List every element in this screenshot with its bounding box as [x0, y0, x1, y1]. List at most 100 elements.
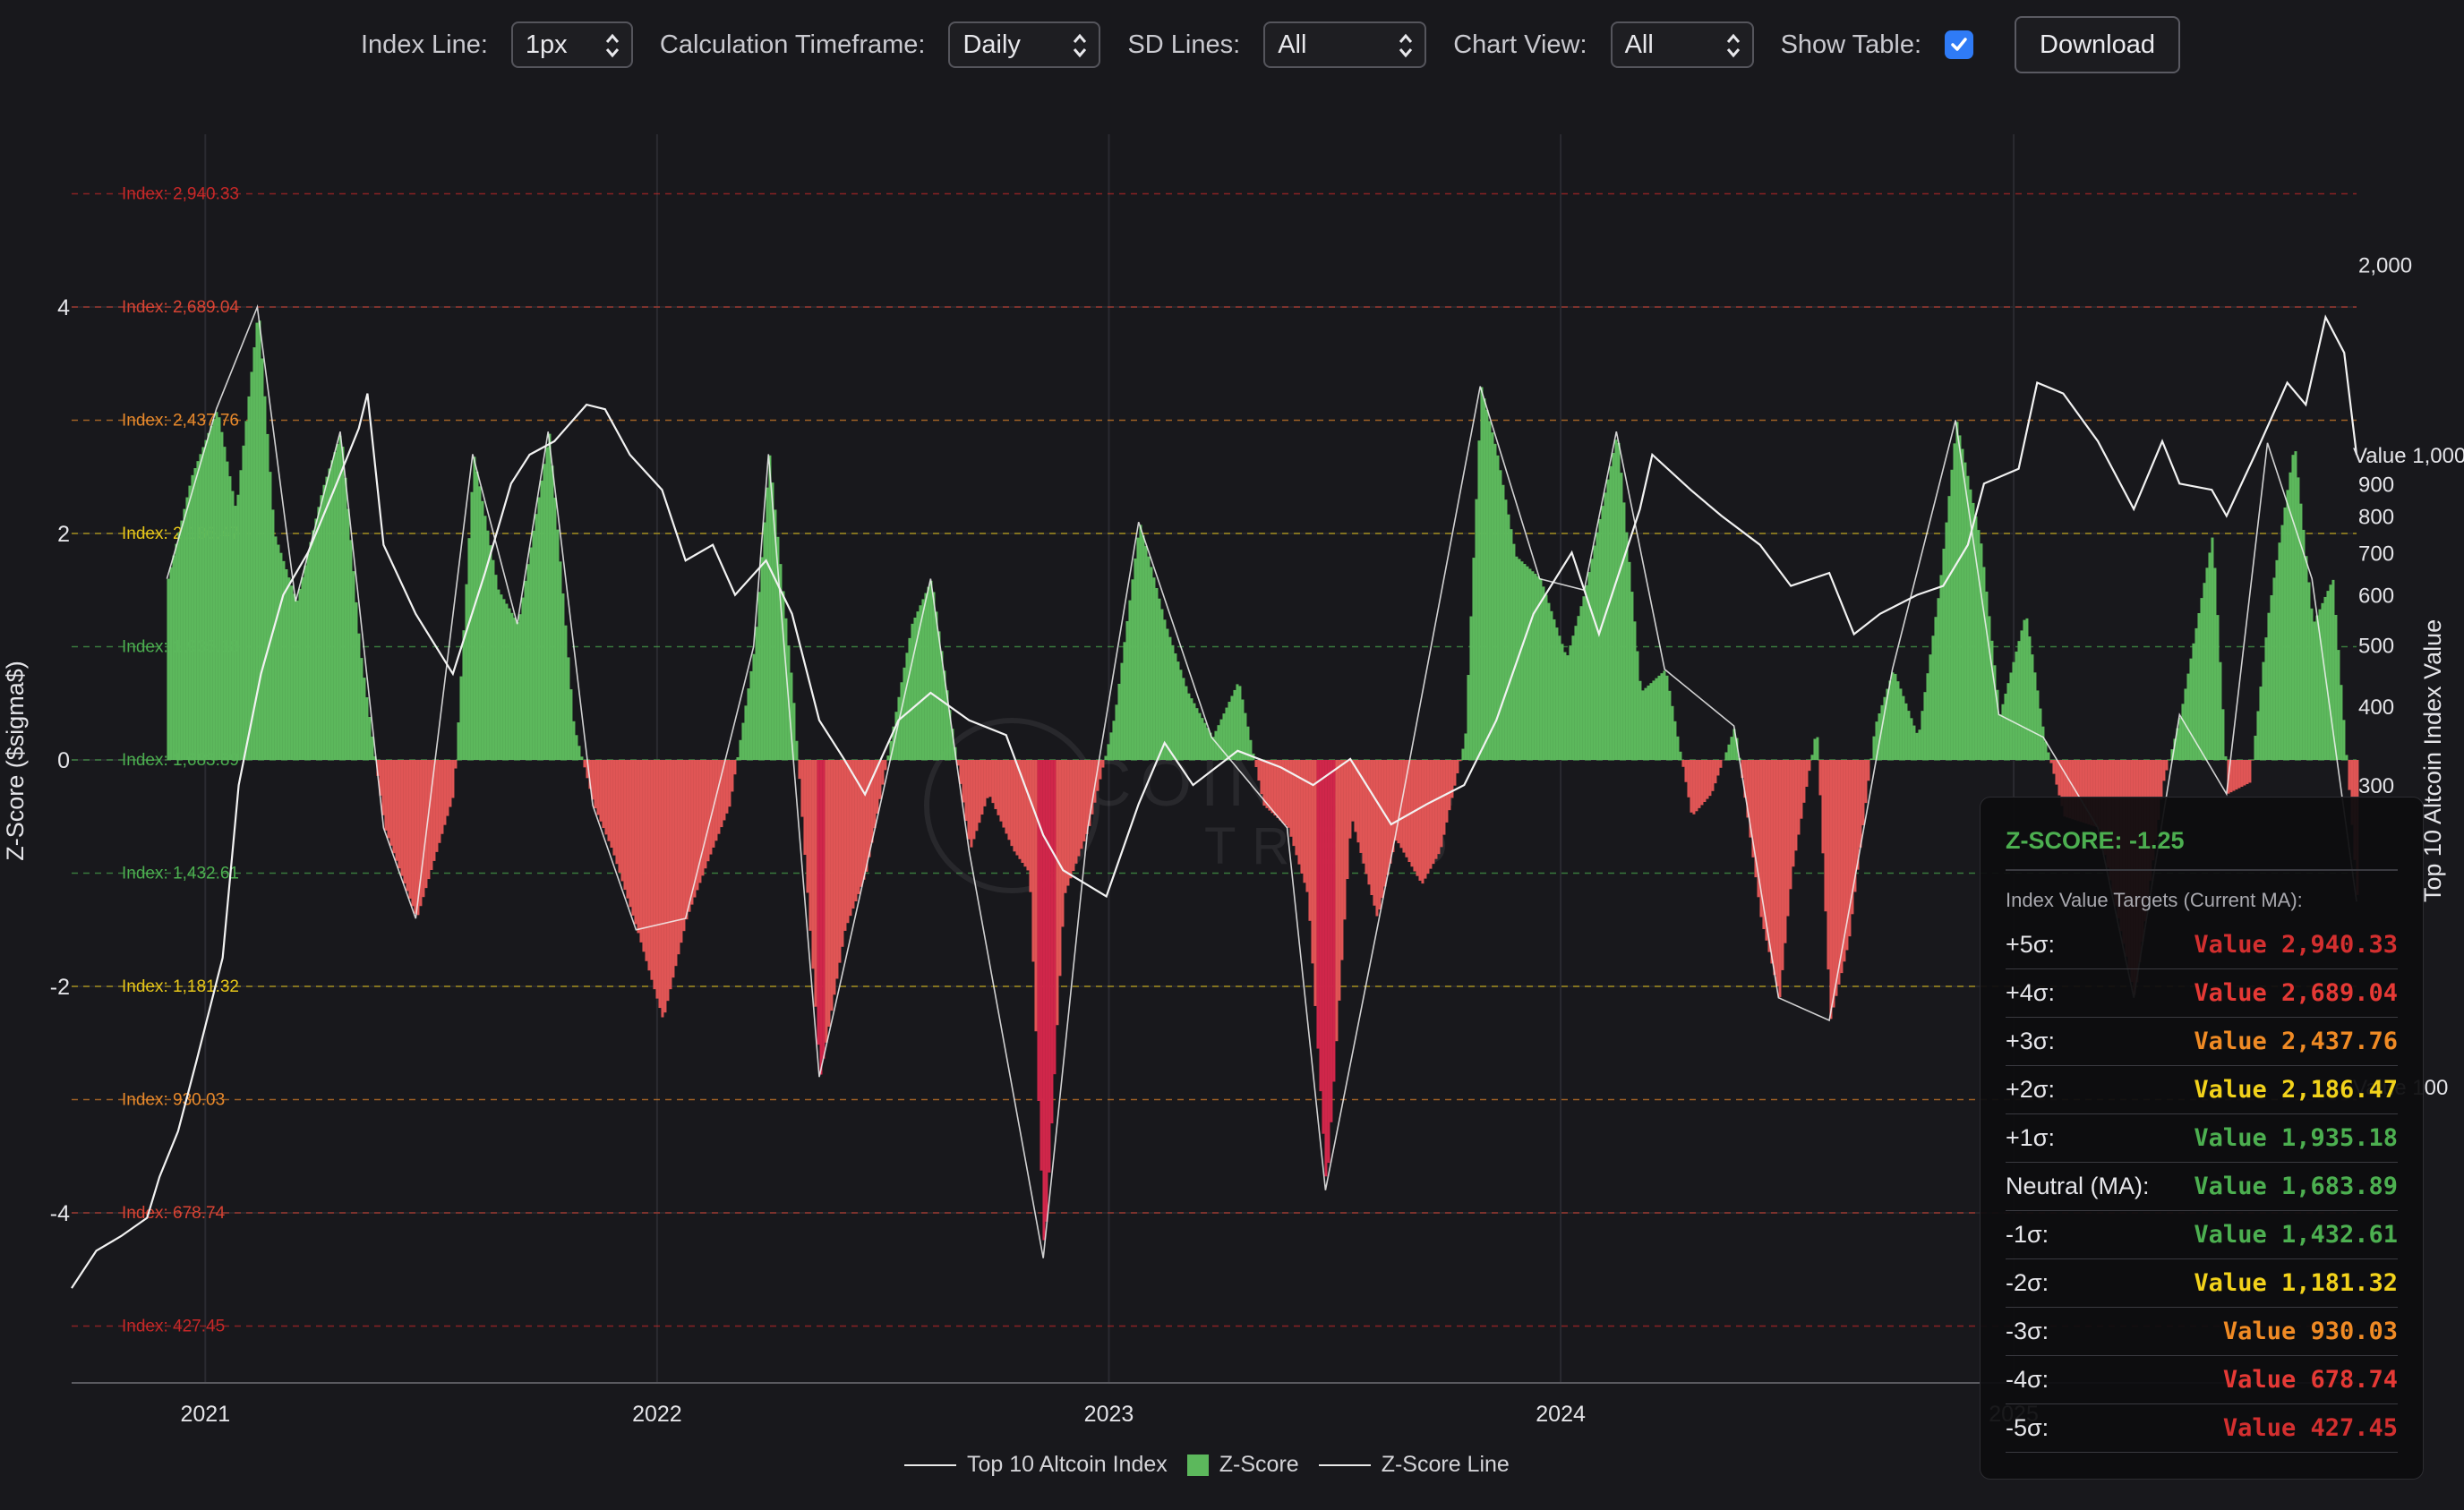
zscore-bar: [849, 760, 852, 917]
zscore-bar: [1633, 621, 1637, 760]
zscore-bar: [991, 760, 995, 804]
zscore-bar: [1091, 760, 1094, 815]
zscore-bar: [572, 721, 576, 760]
zscore-bar: [1201, 718, 1204, 760]
legend-label: Z-Score Line: [1381, 1452, 1510, 1477]
zscore-bar: [2009, 672, 2013, 760]
sd-lines-select[interactable]: All: [1263, 21, 1427, 68]
zscore-bar: [1219, 719, 1223, 760]
tooltip-row: +1σ: Value 1,935.18: [2006, 1113, 2398, 1163]
zscore-bar: [988, 760, 992, 798]
zscore-bar: [1700, 760, 1704, 806]
zscore-bar: [561, 593, 565, 760]
zscore-bar: [1918, 729, 1921, 760]
download-button[interactable]: Download: [2015, 16, 2181, 73]
zscore-bar: [653, 760, 656, 990]
legend-item-index[interactable]: Top 10 Altcoin Index: [904, 1452, 1168, 1478]
tooltip-row-value: Value 1,935.18: [2194, 1123, 2398, 1152]
zscore-bar: [2291, 455, 2295, 760]
zscore-bar: [1579, 606, 1583, 760]
zscore-bar: [1867, 760, 1870, 781]
zscore-bar: [1053, 760, 1057, 1075]
zscore-bar: [1950, 469, 1954, 760]
chart-view-select[interactable]: All: [1610, 21, 1754, 68]
zscore-bar: [1354, 760, 1357, 832]
zscore-bar: [2259, 687, 2263, 760]
zscore-bar: [1488, 421, 1492, 760]
zscore-bar: [1066, 760, 1070, 886]
zscore-bar: [723, 760, 726, 821]
zscore-bar: [1872, 736, 1876, 760]
zscore-bar: [1703, 760, 1707, 803]
zscore-bar: [1391, 760, 1395, 853]
zscore-bar: [1652, 680, 1656, 760]
sd-line-label: Index: 1,432.61: [122, 865, 239, 883]
zscore-bar: [1773, 760, 1776, 976]
zscore-bar: [835, 760, 839, 979]
zscore-bar: [779, 564, 783, 760]
zscore-bar: [1031, 760, 1035, 962]
zscore-bar: [1453, 760, 1457, 786]
zscore-bar: [1937, 598, 1940, 760]
zscore-bar: [1152, 577, 1156, 760]
zscore-bar: [709, 760, 713, 855]
zscore-bar: [500, 594, 503, 760]
zscore-bar: [2017, 641, 2021, 760]
zscore-bar: [731, 760, 734, 792]
zscore-bar: [2165, 760, 2169, 771]
zscore-bar: [1502, 484, 1505, 760]
zscore-bar: [964, 760, 968, 822]
zscore-bar: [642, 760, 646, 952]
zscore-bar: [2232, 760, 2236, 791]
zscore-bar: [1888, 680, 1892, 760]
zscore-bar: [2278, 542, 2281, 760]
zscore-bar: [2345, 755, 2348, 760]
zscore-bar: [1254, 760, 1258, 767]
index-line-select[interactable]: 1px: [510, 21, 633, 68]
zscore-bar: [803, 760, 807, 856]
zscore-bar: [1217, 725, 1220, 760]
zscore-bar: [2092, 760, 2096, 827]
timeframe-select[interactable]: Daily: [948, 21, 1101, 68]
zscore-bar: [360, 658, 364, 760]
zscore-bar: [446, 760, 449, 816]
zscore-bar: [274, 536, 278, 760]
zscore-bar: [1193, 703, 1196, 760]
zscore-bar: [535, 514, 538, 760]
controls-bar: Index Line: 1px Calculation Timeframe: D…: [361, 16, 2181, 73]
tooltip-row-label: Neutral (MA):: [2006, 1172, 2150, 1199]
zscore-bar: [594, 760, 597, 809]
zscore-bar: [1426, 760, 1430, 874]
zscore-bar: [2289, 472, 2292, 760]
zscore-bar: [696, 760, 699, 891]
zscore-bar: [900, 682, 903, 760]
zscore-bar: [1042, 760, 1046, 1241]
zscore-bar: [422, 760, 425, 898]
zscore-bar: [1749, 760, 1752, 838]
legend-item-zscore-line[interactable]: Z-Score Line: [1318, 1452, 1510, 1478]
legend-item-zscore[interactable]: Z-Score: [1186, 1452, 1299, 1478]
zscore-bar: [1735, 738, 1739, 760]
zscore-bar: [1166, 628, 1169, 760]
zscore-bar: [449, 760, 452, 807]
zscore-bar: [1088, 760, 1091, 826]
y2-tick-label: 700: [2358, 542, 2394, 566]
zscore-bar: [1056, 760, 1059, 1026]
tooltip-row-value: Value 1,181.32: [2194, 1268, 2398, 1297]
zscore-bar: [355, 601, 358, 760]
watermark-logo-icon: [924, 718, 1099, 893]
zscore-bar: [1418, 760, 1422, 881]
zscore-bar: [1128, 600, 1132, 760]
zscore-bar: [1550, 610, 1553, 760]
zscore-bar: [2157, 760, 2160, 820]
show-table-checkbox[interactable]: [1945, 30, 1974, 59]
zscore-bar: [1861, 760, 1865, 825]
zscore-bar: [537, 497, 541, 760]
zscore-bar: [2208, 552, 2212, 760]
zscore-bar: [1002, 760, 1005, 828]
zscore-bar: [513, 617, 517, 760]
zscore-bar: [1222, 713, 1226, 760]
zscore-bar: [1840, 760, 1844, 974]
zscore-bar: [1816, 737, 1819, 760]
zscore-bar: [1287, 760, 1290, 828]
